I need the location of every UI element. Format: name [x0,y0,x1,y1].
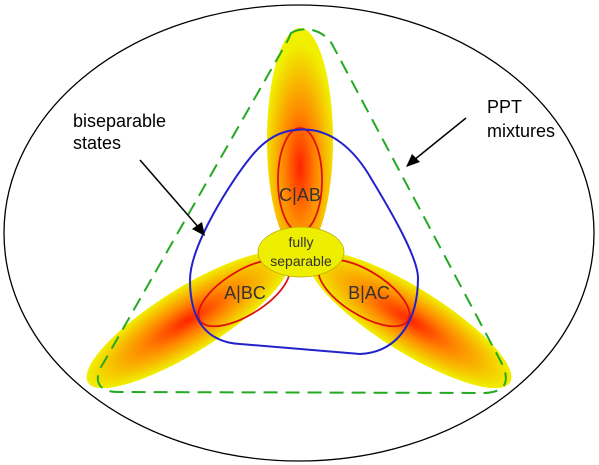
label-ppt-line1: PPT [487,97,522,117]
label-biseparable-line2: states [73,133,121,153]
label-petal-left: A|BC [224,283,266,303]
petal-left-a-bc [86,251,290,389]
label-center-line1: fully [289,234,314,250]
label-ppt-line2: mixtures [487,121,555,141]
ppt-boundary [96,28,507,395]
label-biseparable-line1: biseparable [73,111,166,131]
arrow-biseparable [139,159,205,236]
fully-separable-ellipse [257,226,345,278]
arrow-ppt [406,117,467,167]
biseparable-boundary [188,128,420,356]
label-petal-right: B|AC [348,283,390,303]
petal-top-c-ab [267,28,333,252]
label-center-line2: separable [270,253,332,269]
label-petal-top: C|AB [279,185,321,205]
